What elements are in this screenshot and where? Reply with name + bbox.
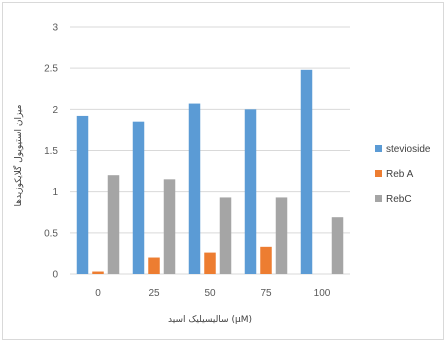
y-tick-label: 3	[52, 23, 58, 34]
y-tick-label: 2.5	[44, 64, 58, 75]
legend-label: stevioside	[386, 144, 431, 155]
bar-reb-a	[92, 271, 104, 274]
bars	[76, 69, 344, 275]
x-tick-labels: 0 25 50 75 100	[95, 288, 331, 299]
y-tick-label: 1.5	[44, 146, 58, 157]
bar-reb-a	[260, 246, 272, 274]
bar-rebc	[275, 197, 288, 274]
x-axis-label: سالیسیلیک اسید (μM)	[168, 315, 252, 325]
bar-stevioside	[132, 121, 145, 274]
y-tick-label: 0.5	[44, 228, 58, 239]
bar-stevioside	[188, 103, 201, 274]
x-tick-label: 75	[260, 288, 272, 299]
bar-rebc	[107, 175, 120, 274]
bar-rebc	[219, 197, 232, 274]
y-tick-label: 2	[52, 105, 58, 116]
bar-rebc	[331, 217, 344, 274]
y-tick-label: 0	[52, 270, 58, 281]
legend-label: Reb A	[386, 169, 414, 180]
bar-reb-a	[148, 257, 160, 274]
legend-swatch	[375, 195, 382, 202]
x-tick-label: 50	[204, 288, 216, 299]
legend-swatch	[375, 145, 382, 152]
x-tick-label: 25	[148, 288, 160, 299]
y-tick-label: 1	[52, 187, 58, 198]
y-axis-label: میزان استیویول گلایکوزیدها	[12, 104, 24, 206]
legend-swatch	[375, 170, 382, 177]
bar-stevioside	[244, 109, 257, 274]
x-tick-label: 0	[95, 288, 101, 299]
chart-frame	[2, 2, 444, 340]
y-tick-labels: 0 0.5 1 1.5 2 2.5 3	[44, 23, 58, 281]
bar-rebc	[163, 179, 176, 274]
x-tick-label: 100	[314, 288, 331, 299]
legend-label: RebC	[386, 194, 412, 205]
bar-reb-a	[204, 252, 216, 274]
bar-stevioside	[300, 69, 313, 275]
legend: stevioside Reb A RebC	[375, 144, 431, 205]
bar-stevioside	[76, 115, 89, 274]
